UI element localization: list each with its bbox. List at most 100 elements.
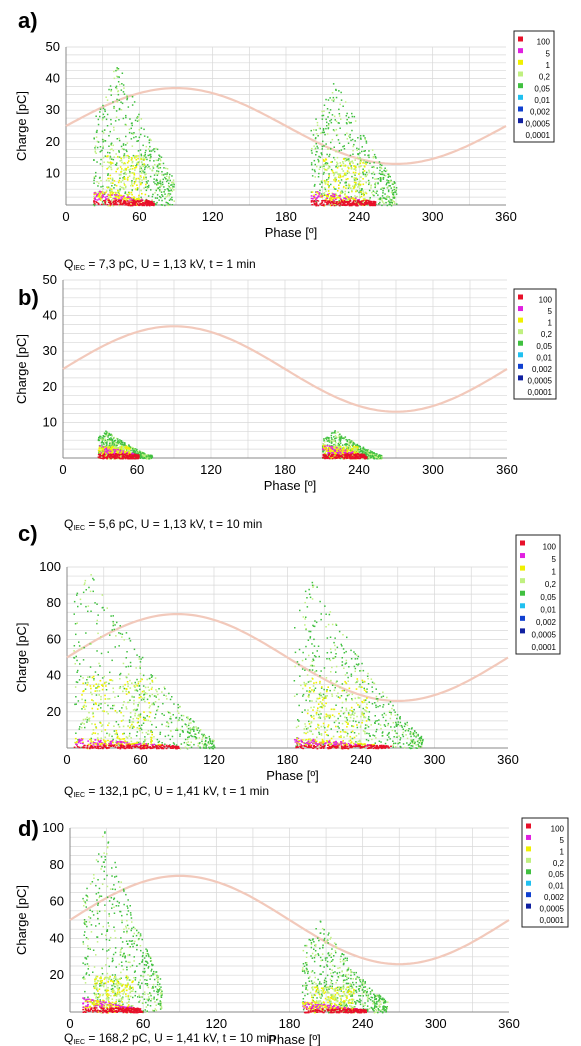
discharge-point xyxy=(335,447,338,449)
discharge-point xyxy=(96,195,99,198)
discharge-point xyxy=(360,165,362,167)
discharge-point xyxy=(105,450,107,452)
discharge-point xyxy=(133,182,136,185)
discharge-point xyxy=(129,679,131,682)
discharge-point xyxy=(81,708,83,710)
discharge-point xyxy=(102,442,105,444)
discharge-point xyxy=(123,176,126,179)
discharge-point xyxy=(148,456,150,458)
discharge-point xyxy=(372,177,374,179)
discharge-point xyxy=(113,187,115,189)
discharge-point xyxy=(97,614,99,616)
discharge-point xyxy=(120,157,122,160)
discharge-point xyxy=(364,137,366,139)
discharge-point xyxy=(353,453,355,456)
discharge-point xyxy=(131,193,133,196)
discharge-point xyxy=(325,180,327,182)
discharge-point xyxy=(114,197,117,199)
discharge-point xyxy=(330,454,333,456)
discharge-point xyxy=(133,449,135,452)
discharge-point xyxy=(139,454,141,456)
discharge-point xyxy=(354,453,357,455)
discharge-point xyxy=(348,135,350,137)
discharge-point xyxy=(326,193,329,196)
discharge-point xyxy=(122,198,125,200)
discharge-point xyxy=(396,203,398,205)
discharge-point xyxy=(135,179,137,181)
legend-label: 0,0005 xyxy=(526,119,551,128)
discharge-point xyxy=(105,689,108,691)
discharge-point xyxy=(374,182,377,184)
discharge-point xyxy=(95,115,97,117)
discharge-point xyxy=(144,454,147,456)
discharge-point xyxy=(169,179,171,182)
pd-cluster-1 xyxy=(73,574,216,750)
discharge-point xyxy=(132,451,134,454)
legend-label: 0,05 xyxy=(536,342,552,351)
discharge-point xyxy=(387,195,389,197)
discharge-point xyxy=(384,198,387,200)
discharge-point xyxy=(329,153,331,156)
discharge-point xyxy=(355,204,358,206)
legend-swatch xyxy=(518,48,523,54)
discharge-point xyxy=(145,178,147,180)
discharge-point xyxy=(338,187,340,189)
discharge-point xyxy=(109,201,112,203)
discharge-point xyxy=(315,154,317,156)
discharge-point xyxy=(327,200,330,202)
discharge-point xyxy=(335,448,337,450)
discharge-point xyxy=(161,174,163,176)
discharge-point xyxy=(328,124,330,127)
discharge-point xyxy=(342,175,344,178)
discharge-point xyxy=(374,204,376,206)
discharge-point xyxy=(134,157,136,159)
discharge-point xyxy=(338,445,340,448)
discharge-point xyxy=(322,164,325,166)
discharge-point xyxy=(349,162,351,164)
discharge-point xyxy=(110,455,113,457)
discharge-point xyxy=(103,609,105,611)
legend-label: 0,0001 xyxy=(526,131,551,140)
discharge-point xyxy=(118,76,120,78)
discharge-point xyxy=(346,448,349,451)
discharge-point xyxy=(190,734,192,737)
discharge-point xyxy=(118,456,120,459)
discharge-point xyxy=(139,665,141,668)
discharge-point xyxy=(140,189,142,192)
discharge-point xyxy=(109,156,112,158)
discharge-point xyxy=(147,180,149,182)
discharge-point xyxy=(116,67,119,70)
discharge-point xyxy=(131,203,134,205)
discharge-point xyxy=(104,694,106,697)
discharge-point xyxy=(118,441,120,443)
discharge-point xyxy=(345,446,348,449)
discharge-point xyxy=(115,153,117,155)
discharge-point xyxy=(149,145,151,148)
discharge-point xyxy=(118,151,120,153)
discharge-point xyxy=(360,191,362,193)
discharge-point xyxy=(169,193,172,195)
discharge-point xyxy=(136,187,139,189)
discharge-point xyxy=(97,123,100,126)
discharge-point xyxy=(133,136,135,139)
discharge-point xyxy=(326,108,329,110)
discharge-point xyxy=(115,457,117,459)
discharge-point xyxy=(346,439,348,441)
discharge-point xyxy=(333,443,335,446)
discharge-point xyxy=(73,650,75,652)
discharge-point xyxy=(107,201,110,204)
discharge-point xyxy=(344,443,346,446)
discharge-point xyxy=(128,451,130,454)
discharge-point xyxy=(140,728,143,731)
discharge-point xyxy=(115,453,117,455)
discharge-point xyxy=(377,182,379,184)
discharge-point xyxy=(341,204,344,206)
discharge-point xyxy=(166,202,169,204)
discharge-point xyxy=(170,184,172,186)
discharge-point xyxy=(324,453,327,456)
discharge-point xyxy=(343,200,346,202)
discharge-point xyxy=(144,158,146,160)
discharge-point xyxy=(122,144,125,146)
discharge-point xyxy=(370,200,373,203)
discharge-point xyxy=(169,198,172,200)
